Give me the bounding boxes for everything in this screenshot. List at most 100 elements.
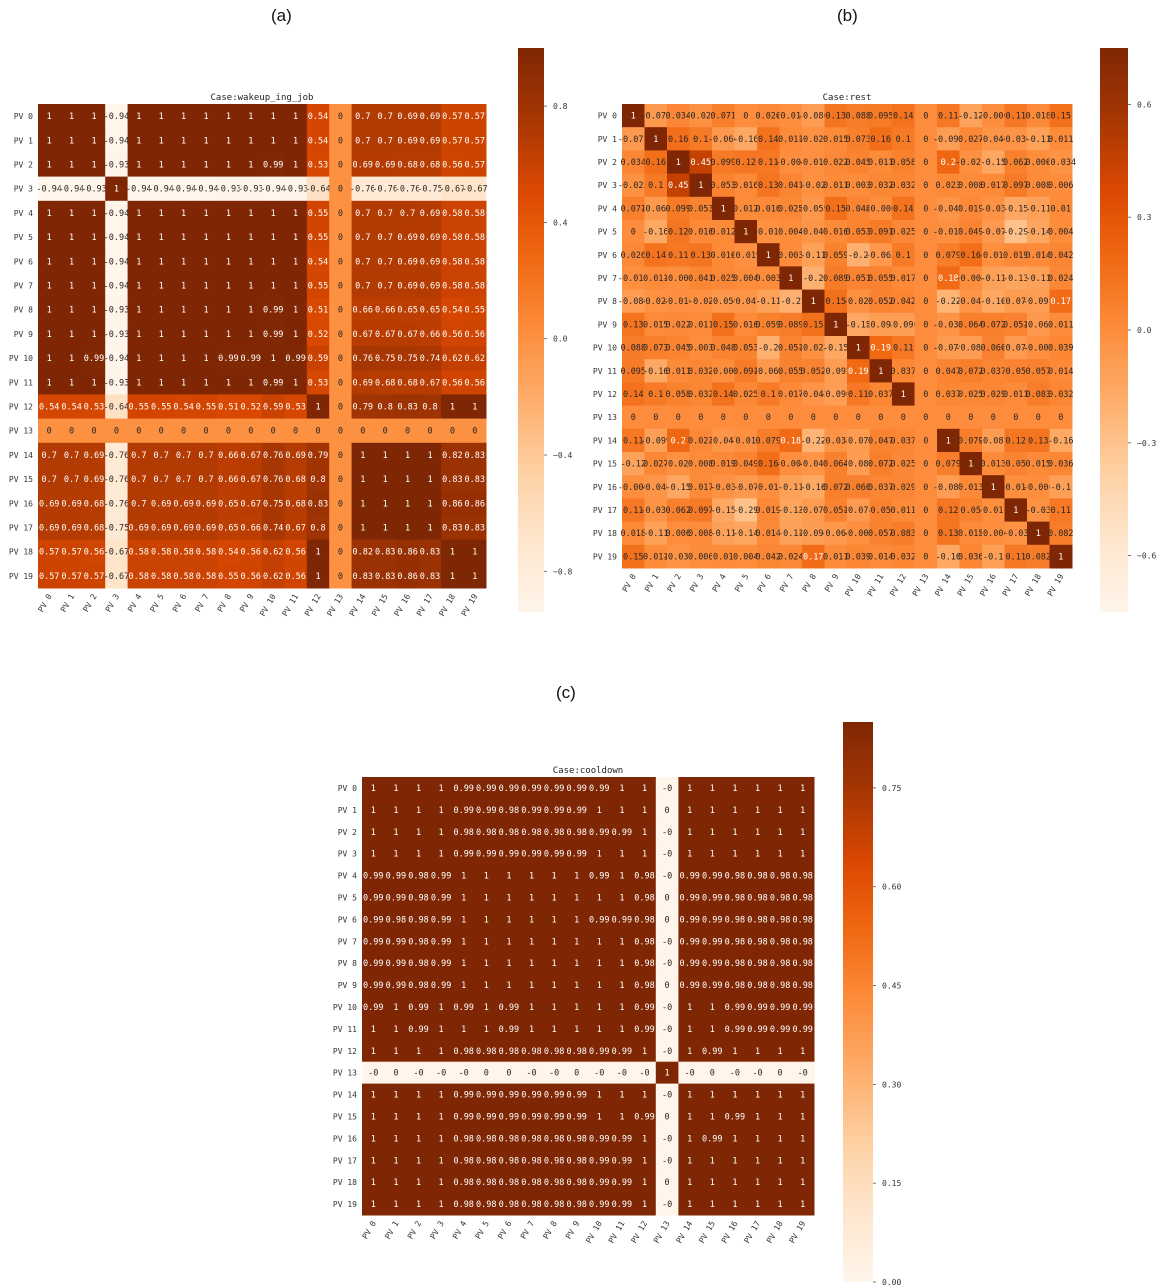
cell-value-label: 0 (923, 158, 928, 168)
cell-value-label: 1 (574, 872, 579, 882)
heatmap-cell (1004, 359, 1028, 383)
heatmap-cell (678, 842, 702, 866)
heatmap-cell (418, 249, 442, 274)
cell-value-label: 1 (800, 1091, 805, 1101)
heatmap-cell (497, 842, 521, 866)
heatmap-cell (847, 173, 870, 198)
cell-value-label: 1 (710, 1112, 715, 1122)
heatmap-cell (362, 1083, 386, 1106)
heatmap-cell (712, 266, 735, 291)
colorbar-tick-label: −0.4 (553, 451, 572, 460)
heatmap-cell (150, 539, 173, 565)
y-tick-label: PV 8 (14, 306, 33, 315)
heatmap-cell (869, 475, 893, 499)
cell-value-label: 0.079 (755, 436, 781, 446)
cell-value-label: 0.16 (758, 460, 778, 470)
cell-value-label: 0.8 (378, 403, 393, 413)
heatmap-cell (452, 1105, 476, 1128)
cell-value-label: 0.83 (353, 572, 373, 582)
cell-value-label: -0.76 (104, 451, 130, 461)
y-tick-label: PV 17 (9, 524, 33, 533)
cell-value-label: 0.99 (589, 1178, 609, 1188)
heatmap-cell (588, 864, 612, 887)
heatmap-cell (374, 394, 397, 420)
cell-value-label: 1 (619, 1091, 624, 1101)
cell-value-label: 0.69 (151, 524, 171, 534)
cell-value-label: 1 (371, 806, 376, 816)
heatmap-cell (678, 777, 702, 800)
cell-value-label: 0.016 (710, 251, 736, 261)
cell-value-label: -0 (662, 1047, 672, 1057)
cell-value-label: 0.7 (378, 209, 393, 219)
cell-value-label: 0.058 (665, 390, 691, 400)
heatmap-cell (655, 930, 679, 953)
cell-value-label: -0.046 (640, 483, 671, 493)
heatmap-cell (284, 563, 308, 589)
heatmap-cell (475, 908, 499, 931)
heatmap-cell (194, 128, 218, 153)
y-tick-label: PV 19 (593, 552, 617, 561)
heatmap-cell (723, 974, 747, 997)
heatmap-cell (667, 475, 690, 499)
heatmap-cell (374, 225, 397, 250)
heatmap-cell (689, 150, 713, 175)
heatmap-cell (38, 515, 61, 541)
heatmap-cell (1049, 196, 1073, 221)
heatmap-cell (452, 974, 476, 997)
heatmap-cell (60, 200, 84, 226)
cell-value-label: 0.003 (845, 181, 871, 191)
heatmap-cell (655, 864, 679, 887)
heatmap-cell (779, 382, 803, 407)
cell-value-label: 0.82 (353, 548, 373, 558)
cell-value-label: 0.7 (131, 499, 146, 509)
heatmap-cell (520, 1171, 544, 1194)
heatmap-cell (520, 798, 544, 822)
y-tick-label: PV 17 (333, 1156, 357, 1165)
x-tick-label: PV 7 (778, 572, 796, 593)
cell-value-label: 1 (383, 524, 388, 534)
y-tick-label: PV 7 (14, 282, 33, 291)
heatmap-cell (791, 1039, 815, 1063)
cell-value-label: 0.017 (778, 390, 804, 400)
cell-value-label: 0.016 (733, 320, 759, 330)
cell-value-label: 0.98 (747, 959, 767, 969)
cell-value-label: 0.68 (397, 161, 417, 171)
heatmap-cell (542, 1193, 566, 1216)
cell-value-label: 0.16 (668, 135, 688, 145)
cell-value-label: 1 (405, 524, 410, 534)
heatmap-cell (362, 1039, 386, 1063)
heatmap-cell (463, 128, 487, 153)
heatmap-cell (982, 127, 1005, 151)
cell-value-label: 0 (653, 413, 658, 423)
heatmap-cell (407, 952, 431, 975)
heatmap-cell (127, 491, 151, 516)
cell-value-label: 1 (552, 959, 557, 969)
heatmap-cell (463, 370, 487, 395)
heatmap-cell (655, 820, 679, 844)
cell-value-label: 0 (181, 427, 186, 437)
heatmap-cell (779, 498, 803, 523)
cell-value-label: 0.98 (499, 828, 519, 838)
heatmap-cell (262, 467, 285, 492)
heatmap-cell (914, 150, 938, 175)
cell-value-label: 0.006 (1048, 181, 1074, 191)
x-tick-label: PV 6 (756, 572, 774, 593)
cell-value-label: 1 (69, 233, 74, 243)
cell-value-label: -0.004 (663, 274, 694, 284)
cell-value-label: 0 (923, 506, 928, 516)
cell-value-label: 0.98 (544, 1134, 564, 1144)
heatmap-cell (217, 539, 241, 565)
cell-value-label: 1 (755, 1047, 760, 1057)
cell-value-label: 0.98 (770, 872, 790, 882)
cell-value-label: 1 (181, 209, 186, 219)
cell-value-label: 0.05 (1006, 367, 1026, 377)
cell-value-label: -0 (662, 1134, 672, 1144)
heatmap-cell (937, 428, 960, 453)
heatmap-cell (712, 220, 735, 244)
cell-value-label: 0 (405, 427, 410, 437)
cell-value-label: 0.11 (848, 390, 868, 400)
cell-value-label: 1 (136, 136, 141, 146)
heatmap-cell (633, 886, 657, 909)
y-tick-label: PV 7 (598, 274, 617, 283)
heatmap-cell (982, 173, 1005, 198)
